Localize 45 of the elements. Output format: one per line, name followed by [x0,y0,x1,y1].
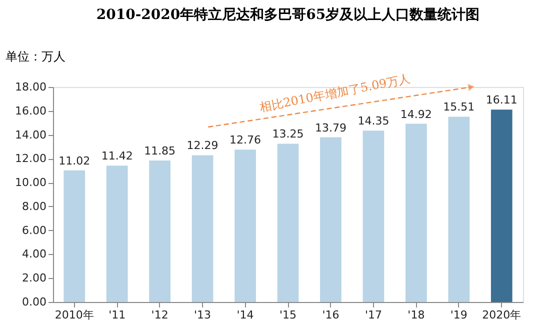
y-tick-label: 16.00 [15,104,46,118]
data-label: 11.42 [101,150,133,163]
data-label: 14.35 [358,114,390,128]
data-label: 16.11 [486,94,518,107]
y-tick-label: 10.00 [15,176,46,190]
bar [362,130,384,302]
data-label: 12.29 [186,139,218,152]
chart-title: 2010-2020年特立尼达和多巴哥65岁及以上人口数量统计图 [96,6,480,23]
x-tick-label: 2010年 [54,308,94,322]
y-tick-label: 18.00 [15,80,46,94]
data-label: 11.02 [58,154,90,168]
x-tick-label: '12 [151,308,168,322]
bar [64,170,86,302]
y-tick-label: 8.00 [22,200,46,213]
data-label: 13.79 [314,121,346,134]
y-tick-label: 14.00 [15,128,46,142]
bar [277,144,299,302]
bar [406,124,427,302]
data-label: 13.25 [272,128,304,141]
y-tick-label: 12.00 [15,152,46,166]
data-label: 15.51 [443,100,475,114]
x-tick-label: '17 [364,308,382,322]
bar [320,137,342,302]
bar [192,155,214,302]
data-label: 12.76 [230,134,262,147]
x-tick-label: '16 [322,308,340,322]
data-label: 14.92 [400,108,432,121]
data-label: 11.85 [144,144,176,158]
y-tick-label: 6.00 [22,224,46,237]
bar [106,166,128,302]
y-tick-label: 4.00 [22,248,46,261]
bar [490,110,512,302]
y-tick-label: 2.00 [22,272,46,285]
bar [149,160,170,302]
bar [234,150,256,302]
x-tick-label: 2020年 [482,308,522,322]
bar [448,116,470,302]
x-tick-label: '19 [450,308,468,322]
x-tick-label: '18 [408,308,425,322]
x-tick-label: '13 [194,308,212,322]
x-tick-label: '11 [108,308,126,322]
y-tick-label: 0.00 [22,296,46,308]
x-tick-label: '14 [236,308,254,322]
y-axis-title: 单位：万人 [6,50,66,64]
x-tick-label: '15 [279,308,297,322]
